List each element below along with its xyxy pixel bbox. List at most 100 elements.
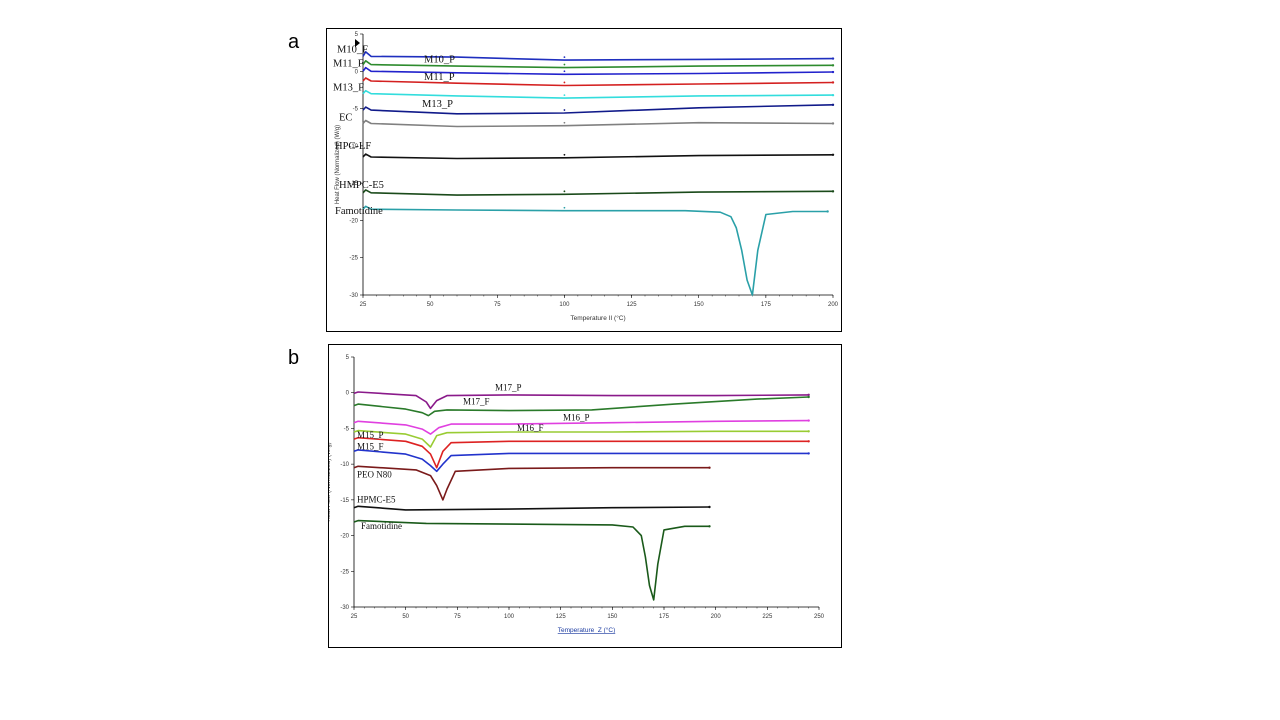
series-line	[362, 119, 834, 128]
series-end-marker	[807, 452, 810, 455]
series-line	[362, 66, 834, 76]
chart-panel-a: 25 50 75 100 125 150 175 200 5 0 -5 -10 -15 -20 -25 -30…	[326, 28, 842, 332]
x-tick-label: 125	[556, 614, 567, 620]
series-7	[362, 153, 835, 160]
series-5	[362, 103, 835, 115]
series-line	[362, 51, 834, 61]
series-6	[362, 119, 835, 128]
x-tick-label: 100	[559, 302, 570, 308]
series-3	[362, 77, 835, 87]
y-tick-label: 0	[355, 69, 359, 75]
x-tick-label: 200	[828, 302, 839, 308]
y-tick-label: -15	[340, 498, 349, 504]
series-mid-marker	[563, 63, 566, 66]
y-tick-label: 5	[346, 355, 350, 361]
series-label: M15_F	[357, 441, 384, 451]
series-line	[362, 189, 834, 196]
series-mid-marker	[563, 190, 566, 193]
y-tick-label: -20	[349, 218, 358, 224]
series-line	[362, 205, 828, 296]
panel-b-letter: b	[288, 347, 300, 369]
x-tick-label: 175	[659, 614, 670, 620]
series-label: M10_P	[424, 55, 455, 66]
series-line	[362, 89, 834, 99]
series-8	[362, 189, 835, 196]
y-tick-label: -25	[349, 256, 358, 262]
series-label: M11_P	[424, 72, 455, 83]
series-end-marker	[831, 153, 835, 157]
series-end-marker	[807, 395, 810, 399]
x-tick-label: 75	[454, 614, 461, 620]
y-tick-label: -10	[349, 144, 358, 150]
series-0	[362, 51, 835, 61]
y-tick-label: 0	[346, 391, 350, 397]
series-9	[362, 205, 829, 296]
series-mid-marker	[563, 121, 566, 124]
series-end-marker	[831, 122, 835, 125]
series-label: HPMC-E5	[357, 495, 396, 505]
series-8	[353, 519, 711, 601]
series-7	[353, 505, 711, 511]
series-4	[353, 436, 810, 469]
y-tick-label: -5	[353, 107, 359, 113]
series-label: M13_P	[422, 99, 453, 110]
series-line	[362, 60, 834, 69]
series-label: M15_P	[357, 430, 384, 440]
series-label: HMPC-E5	[339, 180, 384, 191]
y-tick-label: -30	[349, 293, 358, 299]
series-end-marker	[807, 430, 810, 433]
series-end-marker	[807, 440, 810, 443]
x-tick-label: 25	[360, 302, 367, 308]
series-end-marker	[831, 64, 835, 67]
x-tick-label: 150	[607, 614, 618, 620]
series-label: M17_F	[463, 397, 490, 407]
y-tick-label: -5	[344, 426, 350, 432]
y-tick-label: -15	[349, 181, 358, 187]
series-end-marker	[831, 103, 835, 107]
series-end-marker	[807, 419, 810, 422]
series-label: M16_P	[563, 413, 590, 423]
series-end-marker	[831, 190, 835, 193]
series-end-marker	[831, 57, 835, 60]
series-0	[353, 391, 810, 410]
series-end-marker	[708, 525, 711, 528]
series-label: M13_F	[333, 83, 364, 94]
series-end-marker	[708, 505, 711, 509]
series-label: M10_F	[337, 44, 368, 55]
series-6	[353, 465, 711, 501]
series-2	[353, 419, 810, 435]
x-tick-label: 50	[402, 614, 409, 620]
series-mid-marker	[563, 70, 566, 73]
series-line	[353, 465, 710, 501]
y-tick-label: -20	[340, 534, 349, 540]
series-label: M16_F	[517, 423, 544, 433]
series-label: Famotidine	[361, 521, 402, 531]
x-tick-label: 150	[694, 302, 705, 308]
x-axis-label: Temperature ΙΙ (°C)	[570, 314, 625, 322]
series-line	[353, 436, 809, 469]
x-tick-label: 100	[504, 614, 515, 620]
series-mid-marker	[563, 56, 566, 58]
chart-panel-b: 25 50 75 100 125 150 175 200 225 250 5 0 -5 -10 -15 -20…	[326, 344, 842, 648]
series-end-marker	[831, 70, 835, 74]
series-end-marker	[708, 466, 711, 469]
y-tick-label: -30	[340, 605, 349, 611]
series-1	[362, 60, 835, 69]
series-line	[362, 77, 834, 87]
x-tick-label: 50	[427, 302, 434, 308]
series-label: EC	[339, 112, 352, 123]
series-line	[353, 419, 809, 435]
series-label: HPC-LF	[335, 141, 371, 152]
series-3	[353, 429, 810, 448]
axes: 25 50 75 100 125 150 175 200 225 25050-5-10-15-20…	[340, 355, 824, 620]
y-tick-label: -10	[340, 462, 349, 468]
series-line	[353, 449, 809, 473]
series-end-marker	[807, 393, 810, 397]
y-axis-label: Heat Flow (Normalized) (W/g)	[335, 125, 341, 204]
series-label: M11_F	[333, 58, 364, 69]
series-5	[353, 449, 810, 473]
x-tick-label: 250	[814, 614, 825, 620]
x-tick-label: 125	[627, 302, 638, 308]
series-1	[353, 395, 810, 417]
series-mid-marker	[563, 153, 566, 156]
